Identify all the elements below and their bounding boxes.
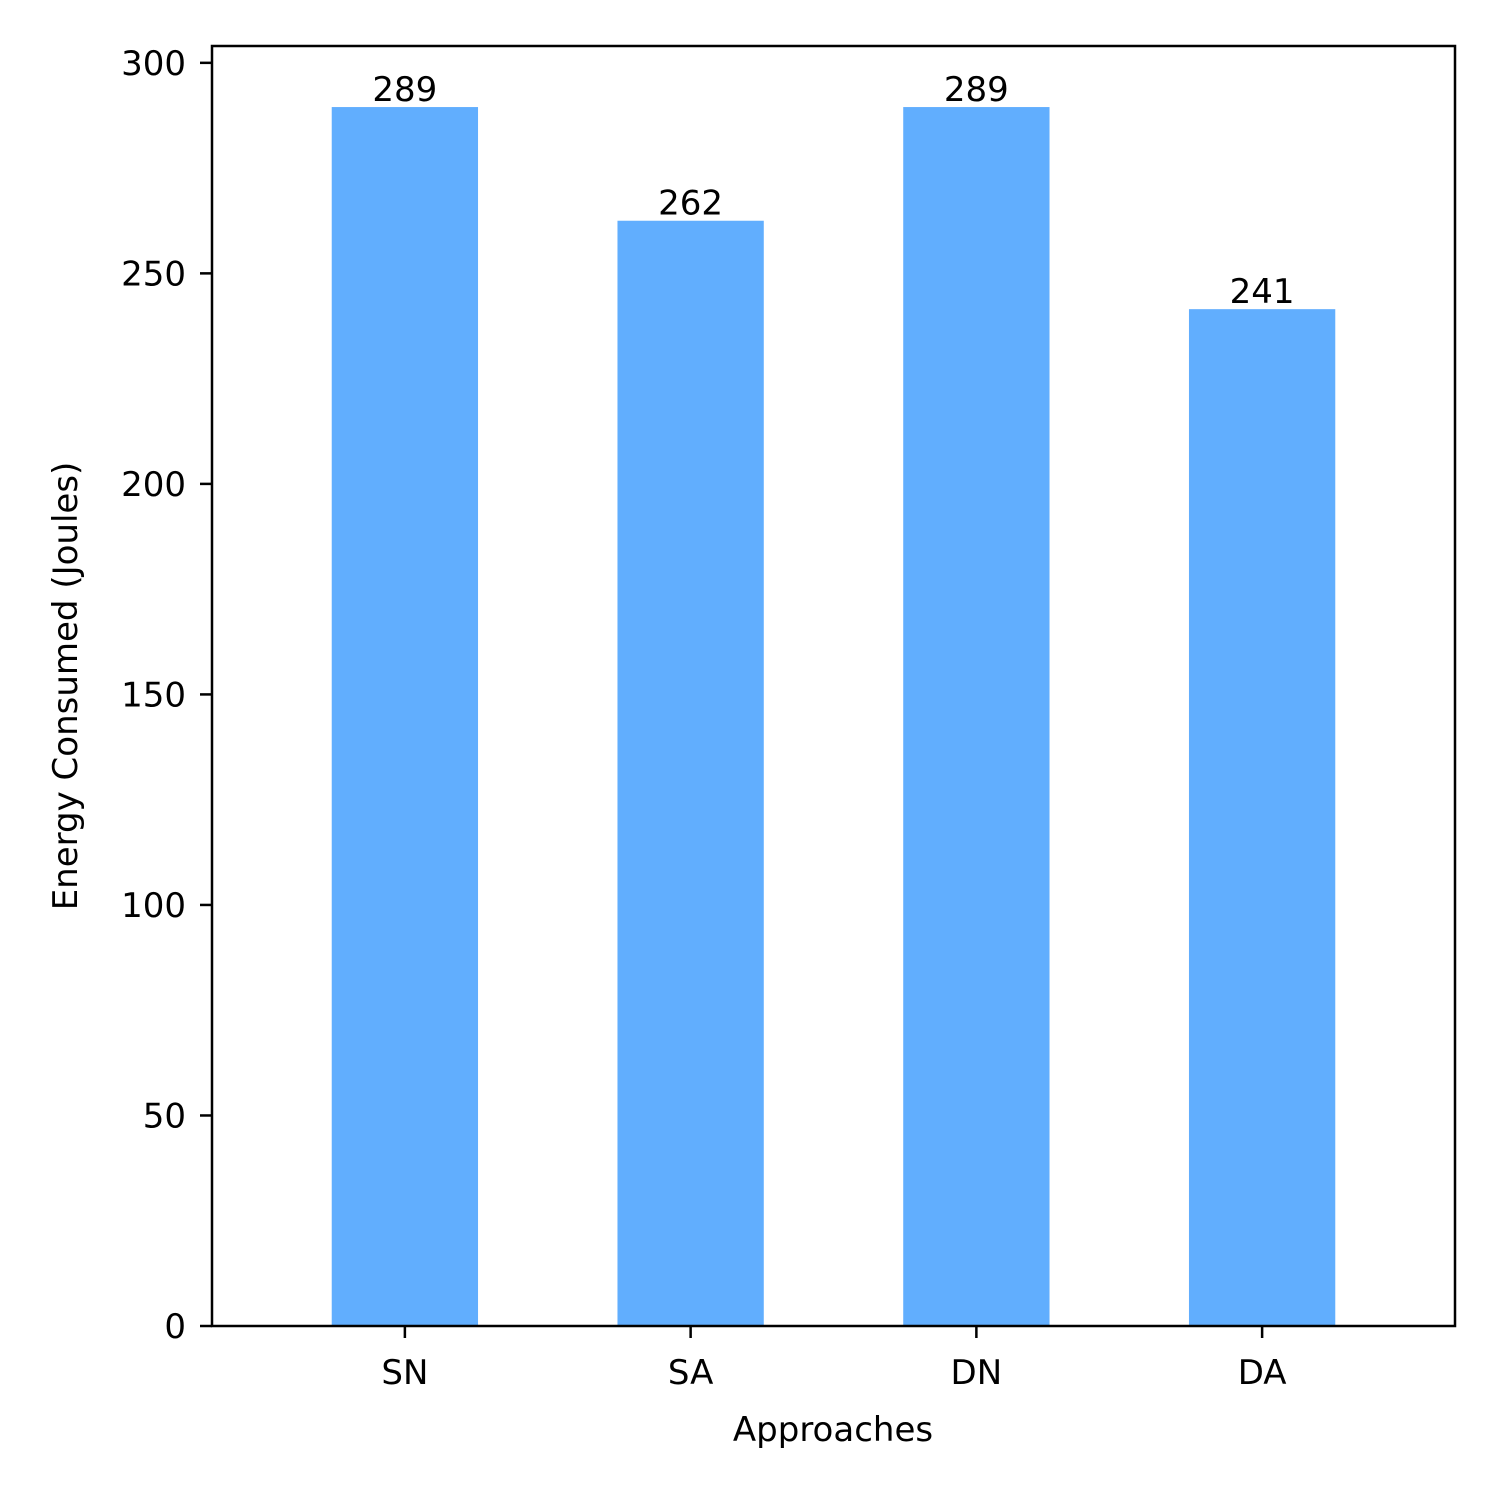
y-tick-label-200: 200 <box>121 465 186 505</box>
plot-frame <box>210 44 1457 1328</box>
bar-sn <box>331 107 479 1327</box>
data-label-da: 241 <box>1230 272 1295 312</box>
y-tick-label-300: 300 <box>121 44 186 84</box>
bar-dn <box>903 107 1050 1327</box>
data-label-dn: 289 <box>944 70 1009 110</box>
bar-da <box>1188 309 1336 1326</box>
x-tick-label-da: DA <box>1238 1353 1287 1393</box>
data-label-sn: 289 <box>372 70 437 110</box>
y-tick-label-0: 0 <box>164 1307 186 1347</box>
x-tick-label-sn: SN <box>381 1353 428 1393</box>
data-label-sa: 262 <box>658 184 723 224</box>
y-tick-label-150: 150 <box>121 675 186 715</box>
bars-group <box>331 107 1336 1327</box>
y-tick-label-100: 100 <box>121 886 186 926</box>
x-tick-label-sa: SA <box>668 1353 713 1393</box>
x-axis-title: Approaches <box>733 1410 933 1450</box>
y-axis-ticks: 0 50 100 150 200 250 300 <box>121 44 212 1347</box>
y-axis-title: Energy Consumed (Joules) <box>46 462 86 911</box>
data-labels-group: 289 262 289 241 <box>372 70 1294 312</box>
y-tick-label-250: 250 <box>121 254 186 294</box>
y-tick-label-50: 50 <box>143 1096 186 1136</box>
x-tick-label-dn: DN <box>951 1353 1003 1393</box>
bar-sa <box>617 220 764 1327</box>
x-axis-ticks: SN SA DN DA <box>381 1326 1287 1393</box>
